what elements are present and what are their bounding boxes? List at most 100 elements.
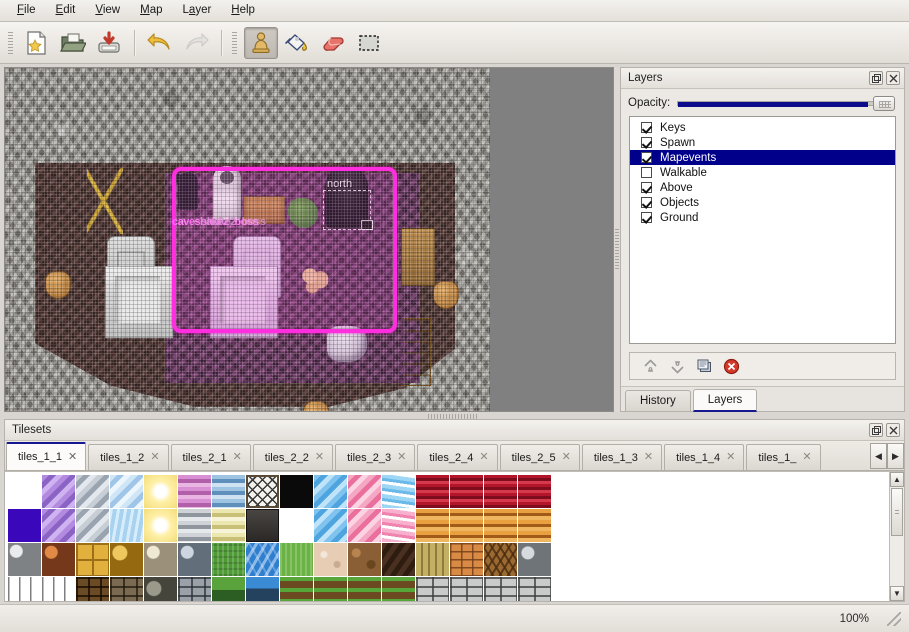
tileset-tab-tiles_1_[interactable]: tiles_1_ ✕ [746, 444, 821, 470]
tileset-tab-close-icon[interactable]: ✕ [150, 451, 160, 463]
tile-swatch[interactable] [416, 543, 449, 576]
tile-swatch[interactable] [382, 543, 415, 576]
layer-visibility-checkbox[interactable] [641, 212, 652, 223]
tile-swatch[interactable] [246, 509, 279, 542]
tileset-tab-close-icon[interactable]: ✕ [314, 451, 325, 463]
tile-swatch[interactable] [144, 577, 177, 601]
tileset-tab-tiles_2_4[interactable]: tiles_2_4 ✕ [417, 444, 498, 470]
tabstrip-scroll-right-button[interactable]: ▶ [887, 443, 904, 469]
map-canvas[interactable]: north caveshake2_boss shake2_boss [5, 68, 490, 411]
tile-swatch[interactable] [8, 509, 41, 542]
tile-swatch[interactable] [484, 509, 517, 542]
tile-swatch[interactable] [212, 475, 245, 508]
tileset-tab-close-icon[interactable]: ✕ [561, 451, 571, 463]
layer-row[interactable]: Above [630, 180, 895, 195]
tileset-tab-tiles_2_5[interactable]: tiles_2_5 ✕ [499, 444, 580, 470]
dock-tabstrip[interactable]: History Layers [621, 386, 904, 412]
tileset-tab-tiles_1_3[interactable]: tiles_1_3 ✕ [581, 444, 663, 470]
menu-edit[interactable]: Edit [55, 4, 76, 16]
tile-swatch[interactable] [178, 543, 211, 576]
tile-swatch[interactable] [280, 509, 313, 542]
tile-swatch[interactable] [110, 475, 143, 508]
tile-swatch[interactable] [416, 577, 449, 601]
tile-swatch[interactable] [42, 475, 75, 508]
redo-button[interactable] [179, 27, 213, 59]
tileset-tab-tiles_1_1[interactable]: tiles_1_1 ✕ [6, 442, 87, 470]
tile-swatch[interactable] [76, 509, 109, 542]
tileset-vertical-scrollbar[interactable]: ▲ ▼ [889, 472, 904, 601]
tile-swatch[interactable] [484, 577, 517, 601]
tile-swatch[interactable] [382, 475, 415, 508]
tile-swatch[interactable] [314, 475, 347, 508]
undo-button[interactable] [143, 27, 177, 59]
tile-swatch[interactable] [212, 543, 245, 576]
tile-swatch[interactable] [144, 543, 177, 576]
close-icon[interactable] [886, 423, 900, 437]
tile-swatch[interactable] [314, 509, 347, 542]
tileset-tab-close-icon[interactable]: ✕ [726, 451, 736, 463]
tileset-tab-close-icon[interactable]: ✕ [68, 450, 78, 463]
tile-swatch[interactable] [280, 577, 313, 601]
tile-swatch[interactable] [246, 543, 279, 576]
rectangular-select-tool-button[interactable] [352, 27, 386, 59]
window-resize-grip[interactable] [887, 611, 901, 626]
tile-swatch[interactable] [450, 577, 483, 601]
tile-swatch[interactable] [348, 543, 381, 576]
layer-visibility-checkbox[interactable] [641, 182, 652, 193]
move-layer-down-icon[interactable] [668, 357, 686, 375]
tileset-tab-close-icon[interactable]: ✕ [232, 451, 242, 463]
tile-swatch[interactable] [382, 577, 415, 601]
tile-swatch[interactable] [484, 543, 517, 576]
save-map-button[interactable] [92, 27, 126, 59]
tileset-tab-close-icon[interactable]: ✕ [397, 451, 407, 463]
scrollbar-thumb[interactable] [891, 488, 903, 536]
tile-swatch[interactable] [518, 509, 551, 542]
tile-swatch[interactable] [42, 509, 75, 542]
layer-row[interactable]: Mapevents [630, 150, 895, 165]
move-layer-up-icon[interactable] [641, 357, 659, 375]
tileset-tab-tiles_2_3[interactable]: tiles_2_3 ✕ [335, 444, 416, 470]
map-view[interactable]: north caveshake2_boss shake2_boss [4, 67, 614, 412]
tile-swatch[interactable] [110, 543, 143, 576]
layer-visibility-checkbox[interactable] [641, 152, 652, 163]
tile-swatch[interactable] [518, 577, 551, 601]
tile-swatch[interactable] [280, 543, 313, 576]
tileset-tab-tiles_1_2[interactable]: tiles_1_2 ✕ [88, 444, 169, 470]
toolbar-drag-handle[interactable] [7, 29, 15, 56]
scroll-up-arrow-icon[interactable]: ▲ [890, 472, 904, 487]
eraser-tool-button[interactable] [316, 27, 350, 59]
tile-swatch[interactable] [348, 475, 381, 508]
vertical-splitter-handle[interactable] [615, 229, 619, 269]
tile-swatch[interactable] [8, 475, 41, 508]
scroll-down-arrow-icon[interactable]: ▼ [890, 586, 904, 601]
tile-swatch[interactable] [280, 475, 313, 508]
menu-file[interactable]: File [17, 4, 36, 16]
tile-swatch[interactable] [450, 475, 483, 508]
layer-row[interactable]: Objects [630, 195, 895, 210]
layer-list[interactable]: Keys Spawn Mapevents Walkable Above Objects Gr… [629, 116, 896, 344]
tile-swatch[interactable] [212, 509, 245, 542]
tile-swatch[interactable] [178, 475, 211, 508]
menu-map[interactable]: Map [140, 4, 163, 16]
layer-row[interactable]: Keys [630, 120, 895, 135]
tileset-tab-close-icon[interactable]: ✕ [643, 451, 654, 463]
layer-visibility-checkbox[interactable] [641, 137, 652, 148]
tileset-tab-close-icon[interactable]: ✕ [479, 451, 489, 463]
tile-swatch[interactable] [110, 577, 143, 601]
stamp-brush-tool-button[interactable] [244, 26, 278, 59]
tile-swatch[interactable] [382, 509, 415, 542]
tileset-tab-tiles_2_2[interactable]: tiles_2_2 ✕ [252, 444, 334, 470]
tile-swatch[interactable] [8, 543, 41, 576]
tile-swatch[interactable] [484, 475, 517, 508]
tile-swatch[interactable] [348, 509, 381, 542]
tile-swatch[interactable] [518, 543, 551, 576]
tile-swatch[interactable] [348, 577, 381, 601]
tile-swatch[interactable] [518, 475, 551, 508]
tile-palette-grid[interactable] [8, 475, 551, 601]
opacity-slider[interactable] [677, 95, 895, 111]
layer-row[interactable]: Spawn [630, 135, 895, 150]
tile-swatch[interactable] [246, 475, 279, 508]
tileset-tabstrip[interactable]: tiles_1_1 ✕ tiles_1_2 ✕ tiles_2_1 ✕ tiles_2_2 ✕… [5, 441, 904, 471]
close-icon[interactable] [886, 71, 900, 85]
duplicate-layer-icon[interactable] [695, 357, 713, 375]
